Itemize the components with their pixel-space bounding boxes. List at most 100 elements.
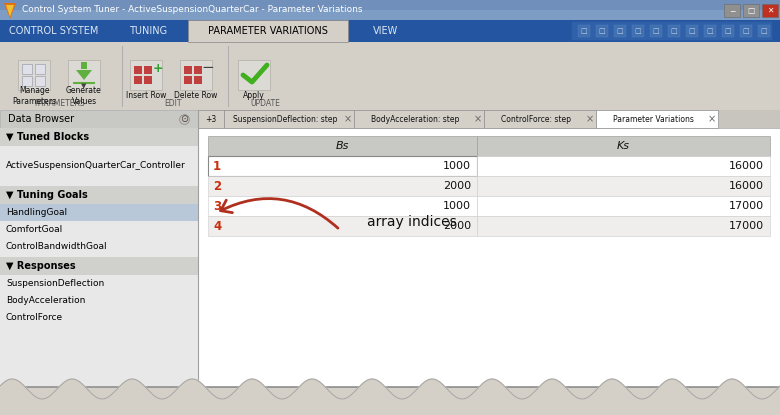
Polygon shape xyxy=(6,5,14,17)
Bar xyxy=(632,25,644,37)
Text: ControlForce: step: ControlForce: step xyxy=(501,115,571,124)
Text: ▼ Tuning Goals: ▼ Tuning Goals xyxy=(6,190,87,200)
Text: □: □ xyxy=(671,28,677,34)
Bar xyxy=(0,238,198,255)
Text: 4: 4 xyxy=(213,220,222,232)
Text: ─: ─ xyxy=(729,6,734,15)
Bar xyxy=(578,25,590,37)
Bar xyxy=(740,25,752,37)
Text: PARAMETERS: PARAMETERS xyxy=(34,98,85,107)
Bar xyxy=(614,25,626,37)
Text: □: □ xyxy=(635,28,641,34)
Bar xyxy=(68,60,100,90)
Text: Insert Row: Insert Row xyxy=(126,91,166,100)
Bar xyxy=(194,76,202,84)
Bar xyxy=(0,257,198,275)
Text: □: □ xyxy=(707,28,714,34)
Text: ControlBandwidthGoal: ControlBandwidthGoal xyxy=(6,242,108,251)
Text: ×: × xyxy=(344,114,352,124)
Bar xyxy=(477,176,770,196)
Text: □: □ xyxy=(743,28,750,34)
Text: 3: 3 xyxy=(213,200,221,212)
Bar xyxy=(184,76,192,84)
Text: PARAMETER VARIATIONS: PARAMETER VARIATIONS xyxy=(208,26,328,36)
Bar xyxy=(0,204,198,221)
Text: □: □ xyxy=(599,28,605,34)
Bar xyxy=(477,196,770,216)
Text: Control System Tuner - ActiveSuspensionQuarterCar - Parameter Variations: Control System Tuner - ActiveSuspensionQ… xyxy=(22,5,363,15)
Bar xyxy=(18,60,50,90)
Bar xyxy=(0,309,198,326)
Bar xyxy=(477,216,770,236)
Bar xyxy=(134,66,142,74)
Text: 17000: 17000 xyxy=(729,221,764,231)
Text: ▼ Responses: ▼ Responses xyxy=(6,261,76,271)
Bar xyxy=(572,22,772,40)
Text: CONTROL SYSTEM: CONTROL SYSTEM xyxy=(9,26,99,36)
Text: 2000: 2000 xyxy=(443,181,471,191)
Text: Bs: Bs xyxy=(336,141,349,151)
Text: +3: +3 xyxy=(205,115,217,124)
Text: SuspensionDeflection: step: SuspensionDeflection: step xyxy=(232,115,337,124)
Bar xyxy=(198,128,780,387)
Bar xyxy=(224,110,354,128)
Bar xyxy=(686,25,698,37)
Text: 2: 2 xyxy=(213,180,221,193)
Bar xyxy=(208,156,477,176)
Bar xyxy=(0,275,198,292)
Text: □: □ xyxy=(747,6,754,15)
Polygon shape xyxy=(76,70,92,80)
Bar xyxy=(208,136,477,156)
Bar xyxy=(0,10,780,20)
Text: □: □ xyxy=(617,28,623,34)
Bar xyxy=(762,4,778,17)
Bar xyxy=(650,25,662,37)
Bar xyxy=(208,196,477,216)
Text: HandlingGoal: HandlingGoal xyxy=(6,208,67,217)
Text: VIEW: VIEW xyxy=(373,26,398,36)
Bar xyxy=(144,76,152,84)
Text: □: □ xyxy=(725,28,732,34)
Bar xyxy=(596,25,608,37)
Bar xyxy=(184,66,192,74)
Bar xyxy=(198,128,780,387)
Text: Generate
Values: Generate Values xyxy=(66,86,102,106)
Text: ▼ Tuned Blocks: ▼ Tuned Blocks xyxy=(6,132,89,142)
Text: Delete Row: Delete Row xyxy=(174,91,218,100)
Text: □: □ xyxy=(653,28,659,34)
Text: ⊙: ⊙ xyxy=(180,114,188,124)
Text: □: □ xyxy=(760,28,768,34)
Bar xyxy=(180,60,212,90)
Bar xyxy=(477,156,770,176)
Bar xyxy=(22,64,32,74)
Bar xyxy=(130,60,162,90)
Bar xyxy=(596,110,718,128)
Bar xyxy=(144,66,152,74)
Text: Ks: Ks xyxy=(617,141,630,151)
Text: Parameter Variations: Parameter Variations xyxy=(612,115,693,124)
Text: ✕: ✕ xyxy=(767,6,773,15)
Bar xyxy=(0,0,780,20)
Bar xyxy=(194,66,202,74)
Bar xyxy=(238,60,270,90)
Bar xyxy=(354,110,484,128)
Bar xyxy=(188,20,348,42)
Bar xyxy=(134,76,142,84)
Text: ▼: ▼ xyxy=(81,83,87,89)
Polygon shape xyxy=(4,3,16,19)
Text: ControlForce: ControlForce xyxy=(6,313,63,322)
Text: ActiveSuspensionQuarterCar_Controller: ActiveSuspensionQuarterCar_Controller xyxy=(6,161,186,169)
Text: 1: 1 xyxy=(213,159,221,173)
Bar xyxy=(0,110,198,387)
Text: Manage
Parameters: Manage Parameters xyxy=(12,86,56,106)
Bar xyxy=(743,4,759,17)
Text: EDIT: EDIT xyxy=(165,98,182,107)
Text: UPDATE: UPDATE xyxy=(250,98,280,107)
Bar xyxy=(35,76,45,86)
Bar xyxy=(0,128,198,146)
Text: ComfortGoal: ComfortGoal xyxy=(6,225,63,234)
FancyArrowPatch shape xyxy=(221,199,338,228)
Text: 17000: 17000 xyxy=(729,201,764,211)
Text: array indices: array indices xyxy=(367,215,457,229)
Bar xyxy=(477,136,770,156)
